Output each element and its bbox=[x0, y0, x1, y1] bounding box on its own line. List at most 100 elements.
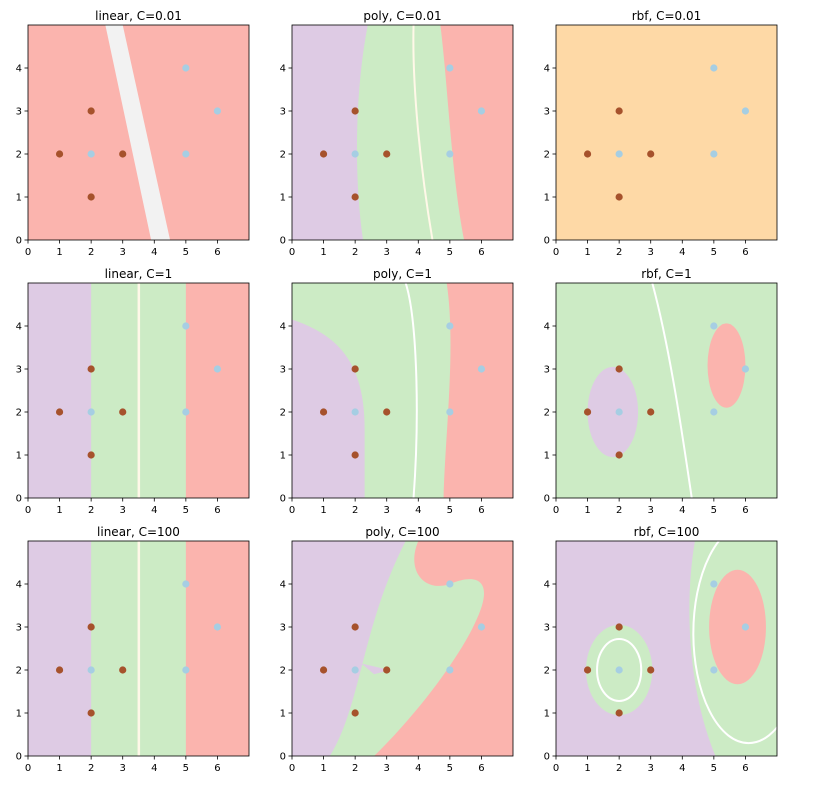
data-point bbox=[710, 322, 718, 330]
subplot-title: linear, C=1 bbox=[105, 267, 173, 281]
y-tick-label: 2 bbox=[280, 666, 286, 677]
axes-frame bbox=[555, 540, 778, 757]
x-tick-label: 5 bbox=[183, 505, 189, 516]
data-point bbox=[87, 623, 95, 631]
x-tick-label: 5 bbox=[711, 763, 717, 774]
decision-region bbox=[105, 25, 171, 240]
y-tick-label: 2 bbox=[280, 150, 286, 161]
y-tick-label: 0 bbox=[544, 494, 550, 505]
y-tick-label: 0 bbox=[16, 236, 22, 247]
x-tick-label: 2 bbox=[88, 247, 94, 258]
x-tick-label: 5 bbox=[183, 247, 189, 258]
decision-region bbox=[651, 283, 693, 498]
x-tick-label: 0 bbox=[289, 505, 295, 516]
decision-region bbox=[28, 283, 92, 498]
x-tick-label: 3 bbox=[648, 505, 654, 516]
decision-region bbox=[556, 25, 777, 240]
data-point bbox=[351, 451, 359, 459]
data-point bbox=[615, 150, 623, 158]
x-tick-label: 6 bbox=[478, 247, 484, 258]
data-point bbox=[119, 408, 127, 416]
region-layer bbox=[556, 283, 777, 498]
data-point bbox=[615, 709, 623, 717]
x-tick-label: 4 bbox=[679, 763, 685, 774]
x-tick-label: 1 bbox=[584, 247, 590, 258]
data-point bbox=[710, 408, 718, 416]
y-tick-label: 2 bbox=[16, 666, 22, 677]
data-point bbox=[87, 709, 95, 717]
data-point bbox=[647, 666, 655, 674]
data-point bbox=[446, 322, 454, 330]
subplot-rbf-c100: 0 1 2 3 4 5 6 0 1 2 3 4 rbf, C=100 bbox=[544, 525, 778, 774]
decision-region bbox=[185, 541, 249, 756]
data-point bbox=[213, 365, 222, 373]
x-tick-label: 4 bbox=[151, 247, 157, 258]
x-tick-label: 4 bbox=[151, 505, 157, 516]
data-point bbox=[446, 580, 454, 588]
region-layer bbox=[28, 25, 249, 240]
data-point bbox=[87, 365, 95, 373]
subplot-title: poly, C=0.01 bbox=[363, 9, 441, 23]
y-tick-label: 1 bbox=[16, 451, 22, 462]
y-tick-label: 3 bbox=[280, 107, 286, 118]
x-tick-label: 3 bbox=[384, 505, 390, 516]
data-point bbox=[182, 408, 190, 416]
data-point bbox=[351, 107, 359, 115]
data-point bbox=[319, 666, 328, 674]
decision-region bbox=[137, 541, 141, 756]
y-tick-label: 3 bbox=[280, 623, 286, 634]
region-layer bbox=[292, 283, 513, 498]
subplot-title: rbf, C=0.01 bbox=[632, 9, 702, 23]
x-tick-label: 2 bbox=[88, 763, 94, 774]
data-point bbox=[615, 107, 623, 115]
x-tick-label: 2 bbox=[352, 763, 358, 774]
data-point bbox=[446, 64, 454, 72]
data-point bbox=[55, 666, 64, 674]
axes-frame bbox=[27, 282, 250, 499]
x-tick-label: 3 bbox=[120, 763, 126, 774]
data-point bbox=[583, 666, 592, 674]
data-point bbox=[446, 666, 454, 674]
subplot-title: linear, C=100 bbox=[97, 525, 180, 539]
y-tick-label: 3 bbox=[16, 107, 22, 118]
data-point bbox=[741, 623, 750, 631]
x-tick-label: 0 bbox=[553, 247, 559, 258]
data-point bbox=[119, 150, 127, 158]
y-tick-label: 0 bbox=[544, 752, 550, 763]
x-tick-label: 1 bbox=[584, 763, 590, 774]
data-point bbox=[182, 150, 190, 158]
y-tick-label: 3 bbox=[16, 623, 22, 634]
x-tick-label: 1 bbox=[56, 763, 62, 774]
x-tick-label: 3 bbox=[384, 247, 390, 258]
data-point bbox=[615, 623, 623, 631]
data-point bbox=[446, 150, 454, 158]
x-tick-label: 6 bbox=[478, 763, 484, 774]
axes-frame bbox=[27, 540, 250, 757]
x-tick-label: 6 bbox=[742, 505, 748, 516]
region-layer bbox=[28, 283, 249, 498]
y-tick-label: 2 bbox=[544, 150, 550, 161]
data-point bbox=[87, 193, 95, 201]
region-layer bbox=[292, 25, 513, 240]
region-layer bbox=[28, 541, 249, 756]
x-tick-label: 3 bbox=[648, 763, 654, 774]
data-point bbox=[477, 107, 486, 115]
x-tick-label: 0 bbox=[25, 763, 31, 774]
data-point bbox=[477, 623, 486, 631]
subplot-linear-c100: 0 1 2 3 4 5 6 0 1 2 3 4 linear, C=100 bbox=[16, 525, 250, 774]
x-tick-label: 0 bbox=[289, 763, 295, 774]
y-tick-label: 2 bbox=[16, 150, 22, 161]
x-tick-label: 2 bbox=[616, 763, 622, 774]
data-point bbox=[319, 408, 328, 416]
x-tick-label: 0 bbox=[25, 505, 31, 516]
decision-region bbox=[374, 541, 513, 756]
x-tick-label: 1 bbox=[584, 505, 590, 516]
axes-frame bbox=[291, 540, 514, 757]
y-tick-label: 1 bbox=[544, 451, 550, 462]
data-point bbox=[351, 666, 359, 674]
decision-region bbox=[292, 319, 365, 498]
y-tick-label: 2 bbox=[544, 408, 550, 419]
x-tick-label: 0 bbox=[25, 247, 31, 258]
x-tick-label: 1 bbox=[56, 505, 62, 516]
decision-region bbox=[707, 323, 746, 408]
